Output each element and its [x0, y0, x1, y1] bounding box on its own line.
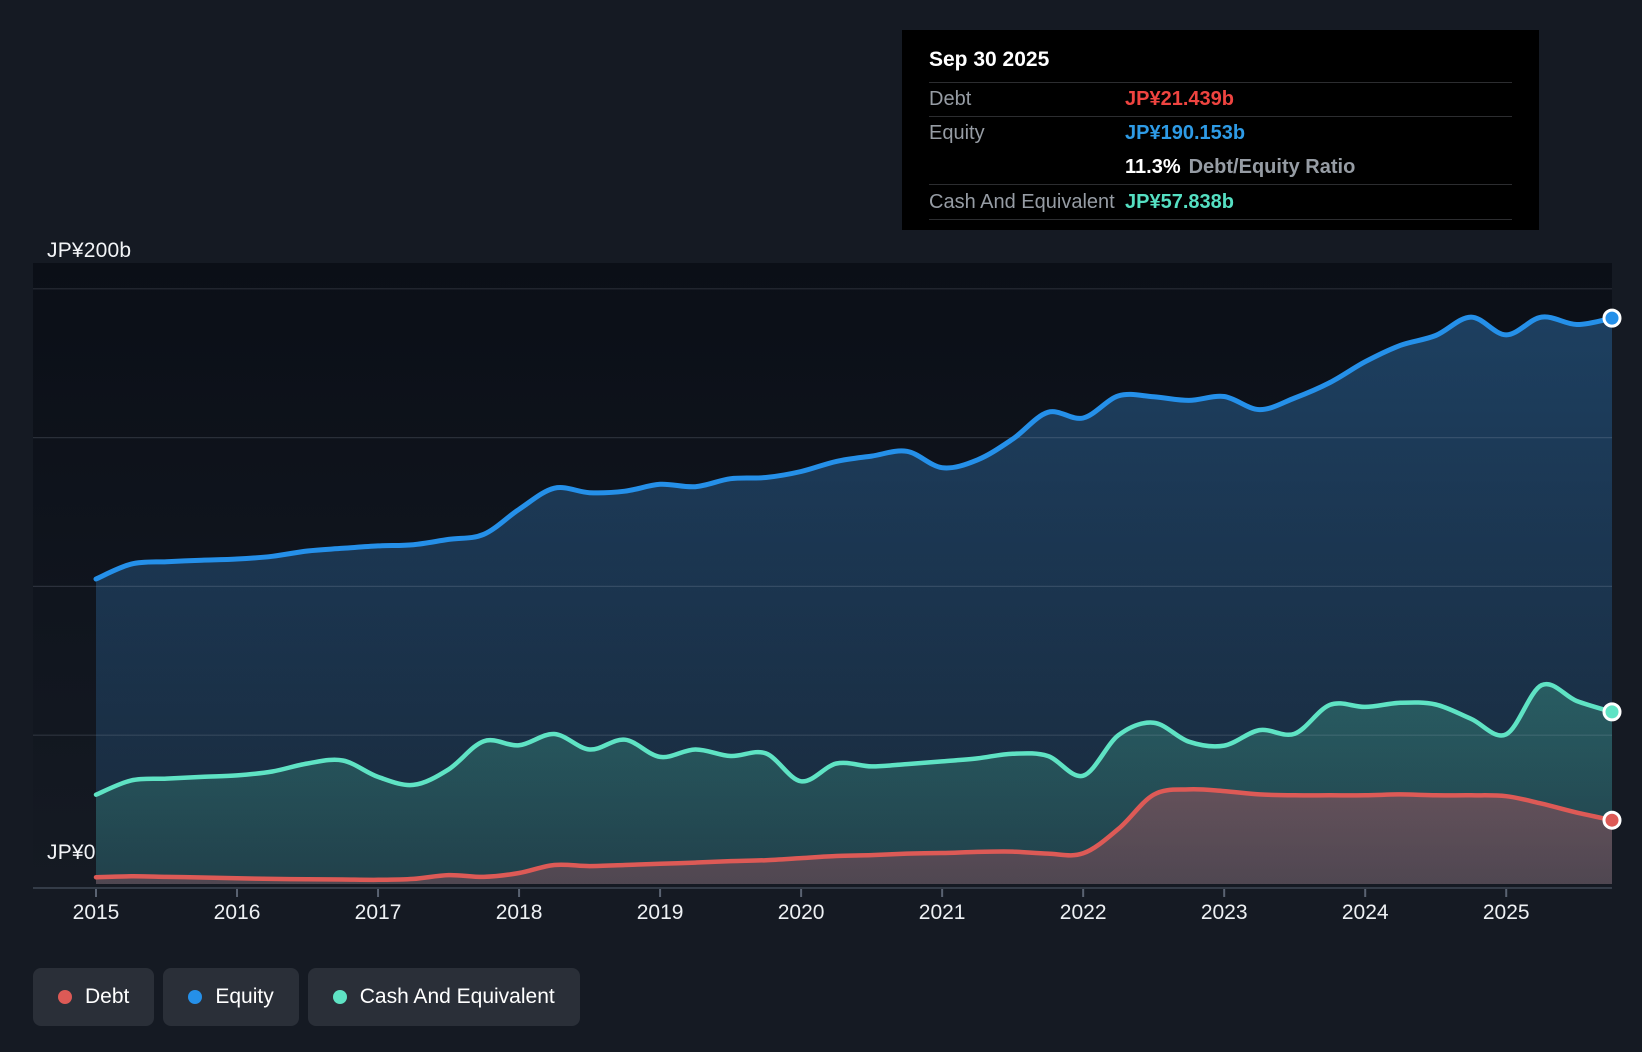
- x-axis-label-2020: 2020: [777, 901, 825, 924]
- tooltip-cash-row: Cash And Equivalent JP¥57.838b: [929, 185, 1512, 219]
- chart-tooltip: Sep 30 2025 Debt JP¥21.439b Equity JP¥19…: [902, 30, 1539, 230]
- cash-and-equivalent-endpoint-marker[interactable]: [1602, 702, 1622, 722]
- tooltip-ratio-label: Debt/Equity Ratio: [1188, 155, 1356, 178]
- y-axis-zero-label: JP¥0: [47, 841, 96, 864]
- legend-item-equity[interactable]: Equity: [163, 968, 299, 1026]
- equity-legend-dot-icon: [188, 990, 203, 1004]
- tooltip-separator: [929, 82, 1512, 83]
- equity-line: [93, 314, 1615, 582]
- x-axis-label-2022: 2022: [1059, 901, 1107, 924]
- tooltip-debt-row: Debt JP¥21.439b: [929, 83, 1512, 116]
- debt-legend-dot-icon: [58, 990, 72, 1004]
- tooltip-separator: [929, 219, 1512, 220]
- x-axis-label-2021: 2021: [918, 901, 966, 924]
- y-axis-max-label: JP¥200b: [47, 239, 132, 262]
- legend-equity-label: Equity: [215, 985, 274, 1008]
- tooltip-debt-value: JP¥21.439b: [1125, 88, 1234, 110]
- x-axis-label-2019: 2019: [636, 901, 684, 924]
- x-axis-label-2016: 2016: [213, 901, 261, 924]
- x-axis-label-2015: 2015: [72, 901, 120, 924]
- cash-legend-dot-icon: [332, 990, 347, 1004]
- tooltip-separator: [929, 184, 1512, 185]
- cash-and-equivalent-line: [93, 681, 1615, 797]
- debt-endpoint-marker[interactable]: [1602, 810, 1622, 830]
- tooltip-cash-label: Cash And Equivalent: [929, 190, 1115, 213]
- x-axis-label-2017: 2017: [354, 901, 402, 924]
- tooltip-separator: [929, 116, 1512, 117]
- legend-item-debt[interactable]: Debt: [33, 968, 155, 1026]
- chart-legend: Debt Equity Cash And Equivalent: [33, 968, 580, 1026]
- tooltip-cash-value: JP¥57.838b: [1125, 190, 1234, 213]
- legend-cash-label: Cash And Equivalent: [359, 985, 555, 1008]
- tooltip-equity-row: Equity JP¥190.153b: [929, 117, 1512, 150]
- legend-item-cash[interactable]: Cash And Equivalent: [307, 968, 580, 1026]
- tooltip-equity-value: JP¥190.153b: [1125, 122, 1246, 144]
- tooltip-ratio-value: 11.3%: [1125, 155, 1181, 178]
- debt-line: [93, 787, 1615, 883]
- tooltip-equity-label: Equity: [929, 122, 985, 144]
- legend-debt-label: Debt: [85, 985, 130, 1008]
- tooltip-ratio-row: 11.3% Debt/Equity Ratio: [929, 150, 1512, 184]
- x-axis-label-2023: 2023: [1200, 901, 1248, 924]
- debt-area-fill: [96, 789, 1612, 884]
- x-axis-label-2024: 2024: [1341, 901, 1389, 924]
- x-axis-label-2025: 2025: [1482, 901, 1530, 924]
- tooltip-debt-label: Debt: [929, 88, 972, 110]
- x-axis-label-2018: 2018: [495, 901, 543, 924]
- tooltip-date: Sep 30 2025: [929, 48, 1050, 71]
- equity-endpoint-marker[interactable]: [1602, 308, 1622, 328]
